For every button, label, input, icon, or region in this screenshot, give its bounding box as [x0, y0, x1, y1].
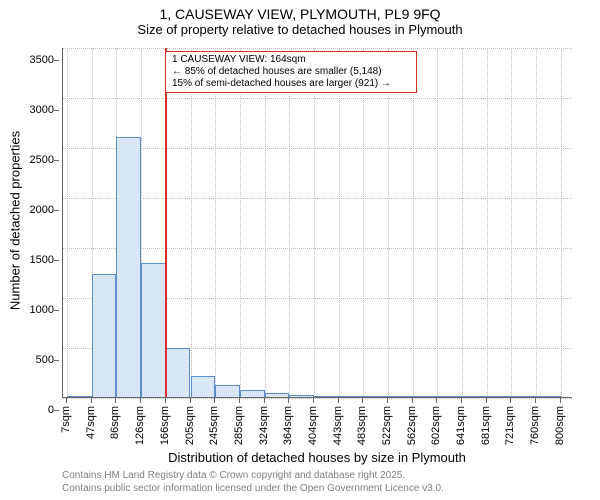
- histogram-bar: [536, 396, 561, 397]
- x-tick-label: 205sqm: [184, 406, 196, 445]
- x-tick-label: 483sqm: [356, 406, 368, 445]
- attribution-line: Contains public sector information licen…: [62, 483, 444, 496]
- histogram-bar: [289, 395, 314, 398]
- histogram-bar: [462, 396, 487, 397]
- x-tick-label: 7sqm: [60, 406, 72, 433]
- x-tick-label: 760sqm: [529, 406, 541, 445]
- histogram-bar: [487, 396, 512, 397]
- histogram-bar: [314, 396, 338, 398]
- x-tick-label: 522sqm: [381, 406, 393, 445]
- histogram-bar: [388, 396, 413, 397]
- annotation-line: ← 85% of detached houses are smaller (5,…: [172, 66, 410, 78]
- y-tick-label: 3500: [0, 54, 54, 66]
- histogram-bar: [437, 396, 461, 397]
- histogram-bar: [92, 274, 116, 397]
- histogram-bar: [166, 348, 190, 397]
- x-tick-label: 364sqm: [282, 406, 294, 445]
- x-tick-label: 86sqm: [109, 406, 121, 439]
- histogram-bar: [339, 396, 364, 397]
- x-tick-label: 602sqm: [430, 406, 442, 445]
- x-tick-label: 126sqm: [134, 406, 146, 445]
- histogram-bar: [363, 396, 387, 397]
- x-tick-label: 245sqm: [208, 406, 220, 445]
- annotation-line: 15% of semi-detached houses are larger (…: [172, 78, 410, 90]
- x-tick-label: 443sqm: [332, 406, 344, 445]
- x-tick-label: 324sqm: [258, 406, 270, 445]
- y-tick-label: 0: [0, 404, 54, 416]
- histogram-bar: [141, 263, 166, 397]
- x-axis-label: Distribution of detached houses by size …: [62, 450, 572, 465]
- x-tick-label: 800sqm: [554, 406, 566, 445]
- attribution-line: Contains HM Land Registry data © Crown c…: [62, 470, 444, 483]
- histogram-chart: 1 CAUSEWAY VIEW: 164sqm← 85% of detached…: [0, 0, 600, 500]
- attribution-text: Contains HM Land Registry data © Crown c…: [62, 470, 444, 495]
- x-tick-label: 404sqm: [307, 406, 319, 445]
- x-tick-label: 47sqm: [85, 406, 97, 439]
- x-tick-label: 681sqm: [480, 406, 492, 445]
- histogram-bar: [116, 137, 141, 397]
- histogram-bar: [511, 396, 535, 397]
- annotation-line: 1 CAUSEWAY VIEW: 164sqm: [172, 54, 410, 66]
- x-tick-label: 641sqm: [455, 406, 467, 445]
- y-axis-label: Number of detached properties: [8, 71, 23, 371]
- annotation-box: 1 CAUSEWAY VIEW: 164sqm← 85% of detached…: [165, 51, 417, 93]
- histogram-bar: [67, 396, 92, 397]
- x-tick-label: 285sqm: [233, 406, 245, 445]
- plot-area: 1 CAUSEWAY VIEW: 164sqm← 85% of detached…: [62, 48, 572, 398]
- histogram-bar: [191, 376, 216, 397]
- subject-marker-line: [165, 48, 167, 397]
- x-tick-label: 721sqm: [504, 406, 516, 445]
- histogram-bar: [215, 385, 240, 397]
- histogram-bar: [265, 393, 290, 397]
- x-tick-label: 166sqm: [159, 406, 171, 445]
- histogram-bar: [413, 396, 438, 397]
- x-tick-label: 562sqm: [406, 406, 418, 445]
- histogram-bar: [240, 390, 264, 398]
